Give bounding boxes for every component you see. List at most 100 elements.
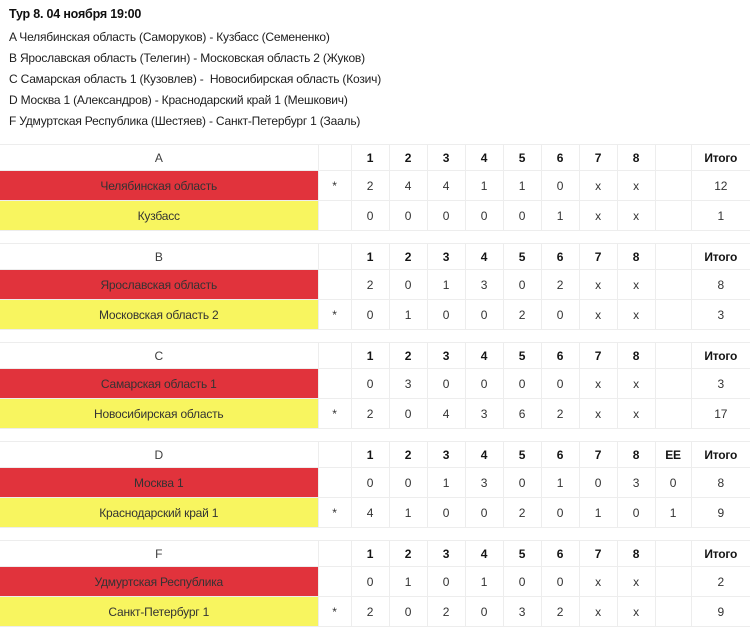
end-score: 0 <box>502 269 542 300</box>
end-column-header: 2 <box>388 342 428 369</box>
end-column-header: 1 <box>350 342 390 369</box>
end-score: 0 <box>540 497 580 528</box>
end-score: 0 <box>388 200 428 231</box>
end-score: 1 <box>502 170 542 201</box>
end-score: 0 <box>464 497 504 528</box>
end-column-header: 5 <box>502 540 542 567</box>
extra-end-score <box>654 566 692 597</box>
extra-end-score <box>654 200 692 231</box>
hammer-indicator: * <box>317 497 352 528</box>
end-score: x <box>616 596 656 627</box>
end-score: 0 <box>426 200 466 231</box>
end-score: 0 <box>388 269 428 300</box>
round-header: Тур 8. 04 ноября 19:00 A Челябинская обл… <box>0 0 750 132</box>
end-score: 2 <box>540 596 580 627</box>
end-score: x <box>616 368 656 399</box>
end-score: 4 <box>426 170 466 201</box>
end-column-header: 1 <box>350 540 390 567</box>
end-score: 0 <box>426 497 466 528</box>
end-column-header: 6 <box>540 243 580 270</box>
end-column-header: 8 <box>616 441 656 468</box>
extra-end-score <box>654 398 692 429</box>
end-column-header: 8 <box>616 243 656 270</box>
end-score: 2 <box>502 497 542 528</box>
team-name: Челябинская область <box>0 170 319 201</box>
hammer-column-header <box>317 342 352 369</box>
end-score: 0 <box>350 299 390 330</box>
team-name: Удмуртская Республика <box>0 566 319 597</box>
sheet-letter: C <box>0 342 319 369</box>
end-score: 0 <box>502 467 542 498</box>
hammer-indicator: * <box>317 596 352 627</box>
extra-end-column-header: EE <box>654 441 692 468</box>
end-column-header: 3 <box>426 342 466 369</box>
extra-end-score: 1 <box>654 497 692 528</box>
team-name: Кузбасс <box>0 200 319 231</box>
end-score: x <box>578 299 618 330</box>
matchup-line-b: B Ярославская область (Телегин) - Москов… <box>9 51 365 65</box>
end-score: 0 <box>426 566 466 597</box>
hammer-column-header <box>317 540 352 567</box>
end-column-header: 3 <box>426 441 466 468</box>
matchup-line-c: C Самарская область 1 (Кузовлев) - Новос… <box>9 72 382 86</box>
end-score: x <box>578 269 618 300</box>
end-score: 3 <box>616 467 656 498</box>
team-name: Новосибирская область <box>0 398 319 429</box>
end-column-header: 4 <box>464 144 504 171</box>
round-title: Тур 8. 04 ноября 19:00 <box>9 7 142 21</box>
hammer-column-header <box>317 441 352 468</box>
total-column-header: Итого <box>690 441 750 468</box>
end-score: 0 <box>502 368 542 399</box>
end-score: 0 <box>464 368 504 399</box>
end-score: 0 <box>350 368 390 399</box>
end-column-header: 7 <box>578 441 618 468</box>
end-column-header: 4 <box>464 441 504 468</box>
end-column-header: 7 <box>578 342 618 369</box>
end-score: 2 <box>540 269 580 300</box>
end-score: 0 <box>464 299 504 330</box>
end-column-header: 1 <box>350 243 390 270</box>
hammer-indicator: * <box>317 170 352 201</box>
end-score: x <box>616 200 656 231</box>
team-name: Ярославская область <box>0 269 319 300</box>
extra-end-score <box>654 368 692 399</box>
team-name: Краснодарский край 1 <box>0 497 319 528</box>
total-score: 3 <box>690 299 750 330</box>
extra-end-score <box>654 299 692 330</box>
team-name: Москва 1 <box>0 467 319 498</box>
end-score: 0 <box>426 299 466 330</box>
total-score: 1 <box>690 200 750 231</box>
end-column-header: 8 <box>616 342 656 369</box>
total-score: 17 <box>690 398 750 429</box>
end-score: 1 <box>540 200 580 231</box>
total-score: 12 <box>690 170 750 201</box>
end-score: 1 <box>388 497 428 528</box>
sheets: A 1 2 3 4 5 6 7 8 Итого Челябинская область * 2 4 4 1 1 0… <box>0 144 750 627</box>
hammer-indicator: * <box>317 398 352 429</box>
end-score: 0 <box>578 467 618 498</box>
end-column-header: 1 <box>350 441 390 468</box>
end-score: x <box>616 299 656 330</box>
end-score: 0 <box>502 566 542 597</box>
total-column-header: Итого <box>690 243 750 270</box>
end-score: x <box>578 170 618 201</box>
sheet-table-A: A 1 2 3 4 5 6 7 8 Итого Челябинская область * 2 4 4 1 1 0… <box>0 144 750 231</box>
end-score: 3 <box>502 596 542 627</box>
sheet-table-D: D 1 2 3 4 5 6 7 8 EE Итого Москва 1 0 0 1 3 0 1 0 3 0 8 Красно… <box>0 441 750 528</box>
end-score: 0 <box>616 497 656 528</box>
end-column-header: 2 <box>388 243 428 270</box>
extra-end-score <box>654 170 692 201</box>
end-score: x <box>578 200 618 231</box>
extra-end-column-header <box>654 342 692 369</box>
end-score: 0 <box>426 368 466 399</box>
extra-end-score <box>654 596 692 627</box>
end-score: 0 <box>464 200 504 231</box>
hammer-column-header <box>317 144 352 171</box>
total-score: 3 <box>690 368 750 399</box>
sheet-letter: D <box>0 441 319 468</box>
end-score: 0 <box>540 566 580 597</box>
sheet-letter: F <box>0 540 319 567</box>
end-score: x <box>616 398 656 429</box>
end-column-header: 4 <box>464 342 504 369</box>
hammer-empty <box>317 368 352 399</box>
